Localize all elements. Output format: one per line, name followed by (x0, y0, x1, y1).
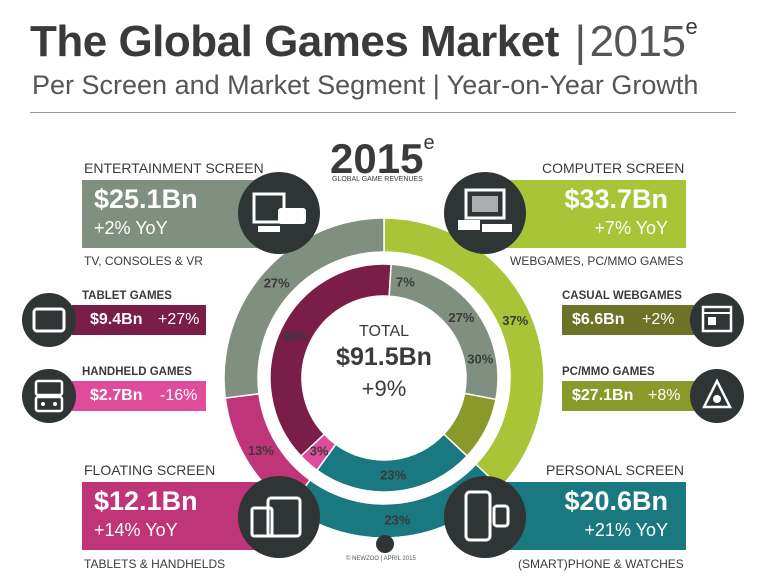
casual-web-title: CASUAL WEBGAMES (562, 290, 682, 302)
total-label: TOTAL (358, 323, 410, 340)
center-caption: GLOBAL GAME REVENUES (332, 176, 423, 183)
handheld-value: $2.7Bn (90, 387, 143, 404)
outer-label-entertainment-screen: 27% (264, 275, 290, 290)
inner-label-handheld-games: 3% (310, 444, 329, 459)
tablet-value: $9.4Bn (90, 311, 143, 328)
entertainment-title: ENTERTAINMENT SCREEN (84, 160, 264, 176)
credit-text: © NEWZOO | APRIL 2015 (346, 556, 416, 562)
floating-title: FLOATING SCREEN (84, 462, 216, 478)
outer-slice-entertainment-screen (223, 217, 385, 399)
browser-game-icon (690, 293, 744, 347)
entertainment-value: $25.1Bn (94, 184, 198, 214)
handheld-box: $2.7Bn -16% (72, 381, 206, 411)
pc-mmo-value: $27.1Bn (572, 387, 634, 404)
tv-console-vr-icon (238, 172, 320, 254)
pc-mmo-box: $27.1Bn +8% (562, 381, 696, 411)
personal-yoy: +21% YoY (584, 520, 668, 540)
pc-mmo-title: PC/MMO GAMES (562, 366, 655, 378)
desktop-computer-icon (444, 172, 526, 254)
total-value: $91.5Bn (336, 343, 432, 371)
computer-desc: WEBGAMES, PC/MMO GAMES (510, 254, 684, 268)
title-separator: | (574, 17, 586, 66)
title-year-suffix: e (685, 14, 698, 39)
personal-desc: (SMART)PHONE & WATCHES (518, 557, 684, 571)
pc-mmo-growth: +8% (648, 387, 681, 404)
computer-value: $33.7Bn (564, 184, 668, 214)
tablet-handheld-icon (238, 476, 320, 558)
page-subtitle: Per Screen and Market Segment | Year-on-… (32, 70, 699, 100)
floating-desc: TABLETS & HANDHELDS (84, 557, 226, 571)
inner-label-tablet-games: 38% (282, 328, 308, 343)
inner-slice-entertainment-screen (388, 263, 499, 401)
computer-yoy: +7% YoY (594, 218, 668, 238)
center-year: 2015e (330, 132, 435, 183)
tablet-growth: +27% (158, 311, 200, 328)
outer-label-computer-screen: 37% (502, 313, 528, 328)
inner-slice-tablet-games (269, 263, 392, 458)
casual-web-value: $6.6Bn (572, 311, 625, 328)
inner-label-casual-webgames: 7% (396, 274, 415, 289)
center-year-suffix: e (423, 132, 435, 154)
inner-label-pc-mmo-games: 30% (467, 352, 493, 367)
tablet-icon (22, 293, 76, 347)
phone-watch-icon (444, 476, 526, 558)
center-year-text: 2015 (330, 135, 424, 182)
casual-web-box: $6.6Bn +2% (562, 305, 696, 335)
header-divider (30, 112, 736, 113)
handheld-console-icon (22, 369, 76, 423)
title-text: The Global Games Market (30, 17, 559, 66)
newzoo-logo-icon (376, 535, 394, 553)
handheld-growth: -16% (160, 387, 198, 404)
floating-yoy: +14% YoY (94, 520, 178, 540)
pc-mmo-icon (690, 369, 744, 423)
total-growth: +9% (361, 376, 407, 401)
entertainment-yoy: +2% YoY (94, 218, 168, 238)
ring-labels: 37% 23% 13% 27% 7% 30% 23% 3% 38% 27% (248, 274, 529, 527)
entertainment-desc: TV, CONSOLES & VR (84, 254, 203, 268)
personal-value: $20.6Bn (564, 486, 668, 516)
inner-ring (269, 263, 499, 493)
tablet-title: TABLET GAMES (82, 290, 172, 302)
inner-label-entertainment-screen: 27% (448, 310, 474, 325)
page-title: The Global Games Market |2015e (30, 14, 698, 67)
floating-value: $12.1Bn (94, 486, 198, 516)
title-year: 2015 (589, 17, 686, 66)
inner-label-personal-screen: 23% (380, 468, 406, 483)
outer-ring (223, 217, 545, 539)
casual-web-growth: +2% (642, 311, 675, 328)
personal-title: PERSONAL SCREEN (546, 462, 684, 478)
tablet-box: $9.4Bn +27% (72, 305, 206, 335)
outer-ring-backdrop (219, 213, 549, 543)
outer-label-floating-screen: 13% (248, 443, 274, 458)
outer-label-personal-screen: 23% (384, 512, 410, 527)
handheld-title: HANDHELD GAMES (82, 366, 192, 378)
computer-title: COMPUTER SCREEN (542, 160, 685, 176)
